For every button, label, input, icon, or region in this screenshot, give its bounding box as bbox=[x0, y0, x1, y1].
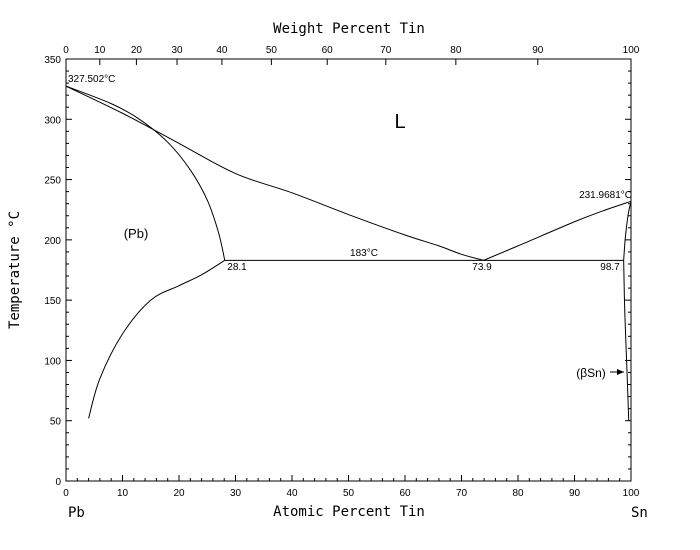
x-tick-label: 40 bbox=[286, 488, 298, 499]
x-tick-label: 0 bbox=[63, 488, 69, 499]
y-tick-label: 350 bbox=[44, 55, 61, 66]
y-tick-label: 200 bbox=[44, 236, 61, 247]
x2-tick-label: 30 bbox=[171, 45, 183, 56]
y-axis-title: Temperature °C bbox=[7, 211, 23, 329]
y-tick-label: 150 bbox=[44, 296, 61, 307]
x2-tick-label: 20 bbox=[131, 45, 143, 56]
x-tick-label: 20 bbox=[173, 488, 185, 499]
plot-frame bbox=[65, 58, 632, 482]
phase-boundaries bbox=[65, 85, 632, 421]
x-tick-label: 60 bbox=[399, 488, 411, 499]
x-tick-label: 70 bbox=[456, 488, 468, 499]
x2-tick-label: 80 bbox=[450, 45, 462, 56]
left-component-label: Pb bbox=[68, 505, 85, 521]
x2-tick-label: 50 bbox=[266, 45, 278, 56]
y-tick-label: 100 bbox=[44, 356, 61, 367]
eutectic-left-composition: 28.1 bbox=[227, 262, 247, 273]
beta-sn-region-label: (βSn) bbox=[576, 366, 606, 380]
beta-sn-arrowhead bbox=[617, 369, 624, 375]
liquidus-sn-curve bbox=[483, 200, 632, 261]
x-tick-label: 90 bbox=[569, 488, 581, 499]
liquid-region-label: L bbox=[394, 111, 405, 133]
y-tick-label: 50 bbox=[50, 417, 62, 428]
sn-melting-point-label: 231.9681°C bbox=[579, 190, 632, 201]
solidus-pb-curve bbox=[65, 85, 226, 261]
x-tick-label: 10 bbox=[117, 488, 129, 499]
x-tick-label: 30 bbox=[230, 488, 242, 499]
eutectic-right-composition: 98.7 bbox=[600, 262, 620, 273]
pb-solid-solution-label: (Pb) bbox=[124, 226, 149, 241]
solidus-sn-curve bbox=[623, 201, 632, 261]
axis-ticks: 0 10 20 30 40 50 60 70 80 90 100050100150200250300… bbox=[44, 45, 639, 499]
liquidus-pb-curve bbox=[65, 85, 484, 261]
x2-tick-label: 90 bbox=[532, 45, 544, 56]
chart-labels: Atomic Percent Tin Weight Percent Tin Te… bbox=[7, 21, 648, 521]
solvus-pb-curve bbox=[88, 259, 226, 419]
eutectic-point-composition: 73.9 bbox=[472, 262, 492, 273]
x2-tick-label: 100 bbox=[623, 45, 640, 56]
solvus-sn-curve bbox=[623, 260, 630, 421]
y-tick-label: 0 bbox=[55, 477, 61, 488]
x-axis-title: Atomic Percent Tin bbox=[273, 504, 425, 520]
x2-tick-label: 10 bbox=[94, 45, 106, 56]
x-tick-label: 50 bbox=[343, 488, 355, 499]
x2-tick-label: 40 bbox=[216, 45, 228, 56]
right-component-label: Sn bbox=[631, 505, 648, 521]
y-tick-label: 250 bbox=[44, 176, 61, 187]
x2-tick-label: 0 bbox=[63, 45, 69, 56]
x2-axis-title: Weight Percent Tin bbox=[273, 21, 425, 37]
x-tick-label: 80 bbox=[512, 488, 524, 499]
y-tick-label: 300 bbox=[44, 115, 61, 126]
eutectic-temperature-label: 183°C bbox=[350, 248, 378, 259]
x-tick-label: 100 bbox=[623, 488, 640, 499]
x2-tick-label: 70 bbox=[380, 45, 392, 56]
pb-melting-point-label: 327.502°C bbox=[68, 74, 115, 85]
x2-tick-label: 60 bbox=[322, 45, 334, 56]
